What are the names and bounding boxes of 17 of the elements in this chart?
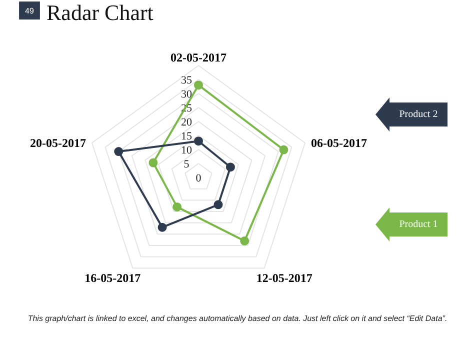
y-tick-label: 30 — [181, 88, 192, 100]
spoke-label: 20-05-2017 — [30, 136, 86, 150]
y-tick-label: 0 — [196, 172, 202, 184]
y-tick-label: 5 — [184, 158, 190, 170]
text: 49 — [25, 6, 34, 16]
y-tick-label: 15 — [181, 130, 192, 142]
y-tick-label: 35 — [181, 74, 192, 86]
text: Product 2 — [399, 109, 438, 120]
y-tick-label: 20 — [181, 116, 192, 128]
spoke-label: 12-05-2017 — [256, 271, 312, 286]
text: This graph/chart is linked to excel, and changes automatically based on data. Just left click on it and select “Edit Data”. — [28, 314, 448, 323]
spoke-label: 06-05-2017 — [311, 136, 368, 150]
spoke-label: 02-05-2017 — [170, 50, 227, 64]
y-tick-label: 10 — [181, 144, 192, 156]
spoke-label: 16-05-2017 — [84, 271, 141, 286]
chart-title: Radar Chart — [46, 0, 154, 25]
text: Product 1 — [399, 219, 438, 230]
